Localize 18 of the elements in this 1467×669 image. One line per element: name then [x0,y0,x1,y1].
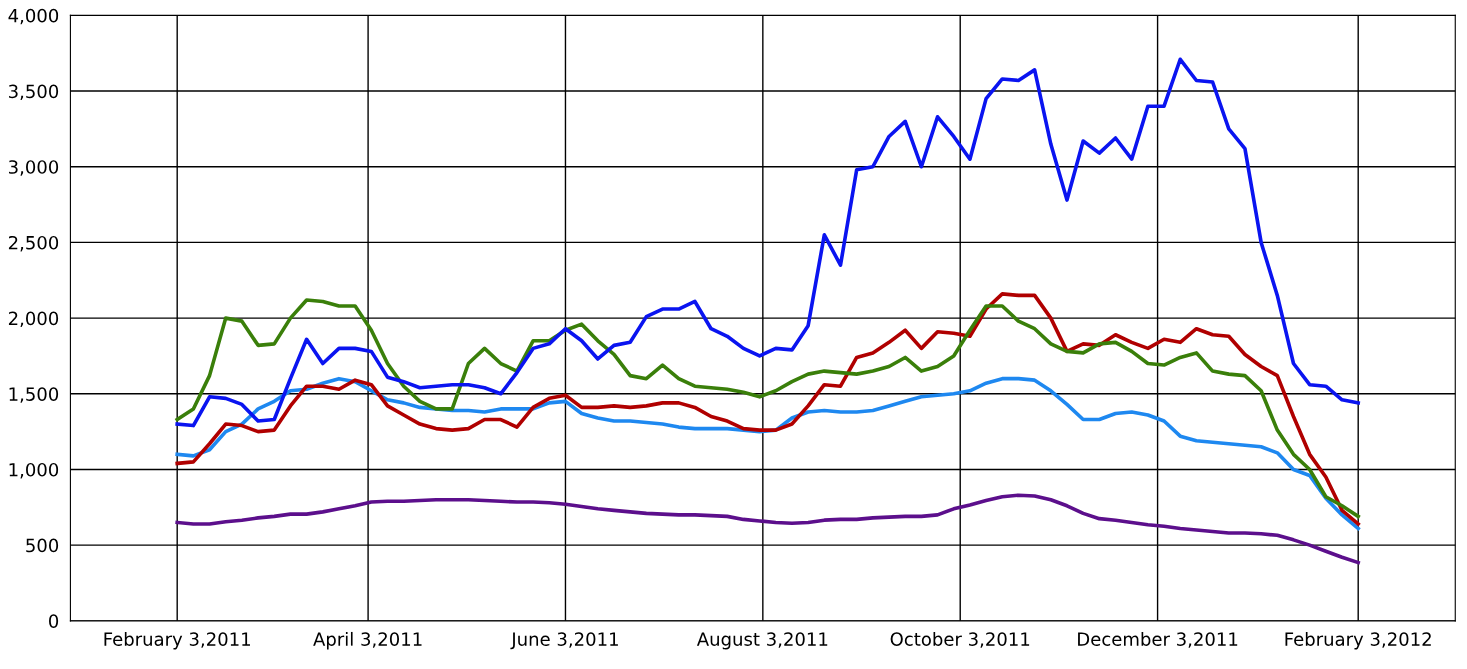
y-tick-label: 1,500 [9,387,59,403]
y-tick-label: 0 [49,614,59,628]
y-tick-label: 1,000 [9,462,59,479]
line-series [175,493,1361,565]
y-tick-label: 2,000 [8,311,59,328]
y-tick-label: 3,000 [8,160,59,176]
y-tick-label: 3,500 [8,84,59,101]
x-tick-label: June 3,2011 [510,632,618,650]
x-tick-label: December 3,2011 [1078,631,1238,648]
x-tick-label: February 3,2012 [1285,631,1431,650]
x-tick-label: October 3,2011 [890,631,1030,648]
line-series [175,57,1361,428]
y-tick-label: 4,000 [8,8,59,25]
x-tick-label: April 3,2011 [313,631,422,650]
x-tick-label: August 3,2011 [696,632,828,650]
y-tick-label: 2,500 [8,235,59,252]
x-tick-label: February 3,2011 [104,631,250,650]
y-tick-label: 500 [26,538,59,553]
